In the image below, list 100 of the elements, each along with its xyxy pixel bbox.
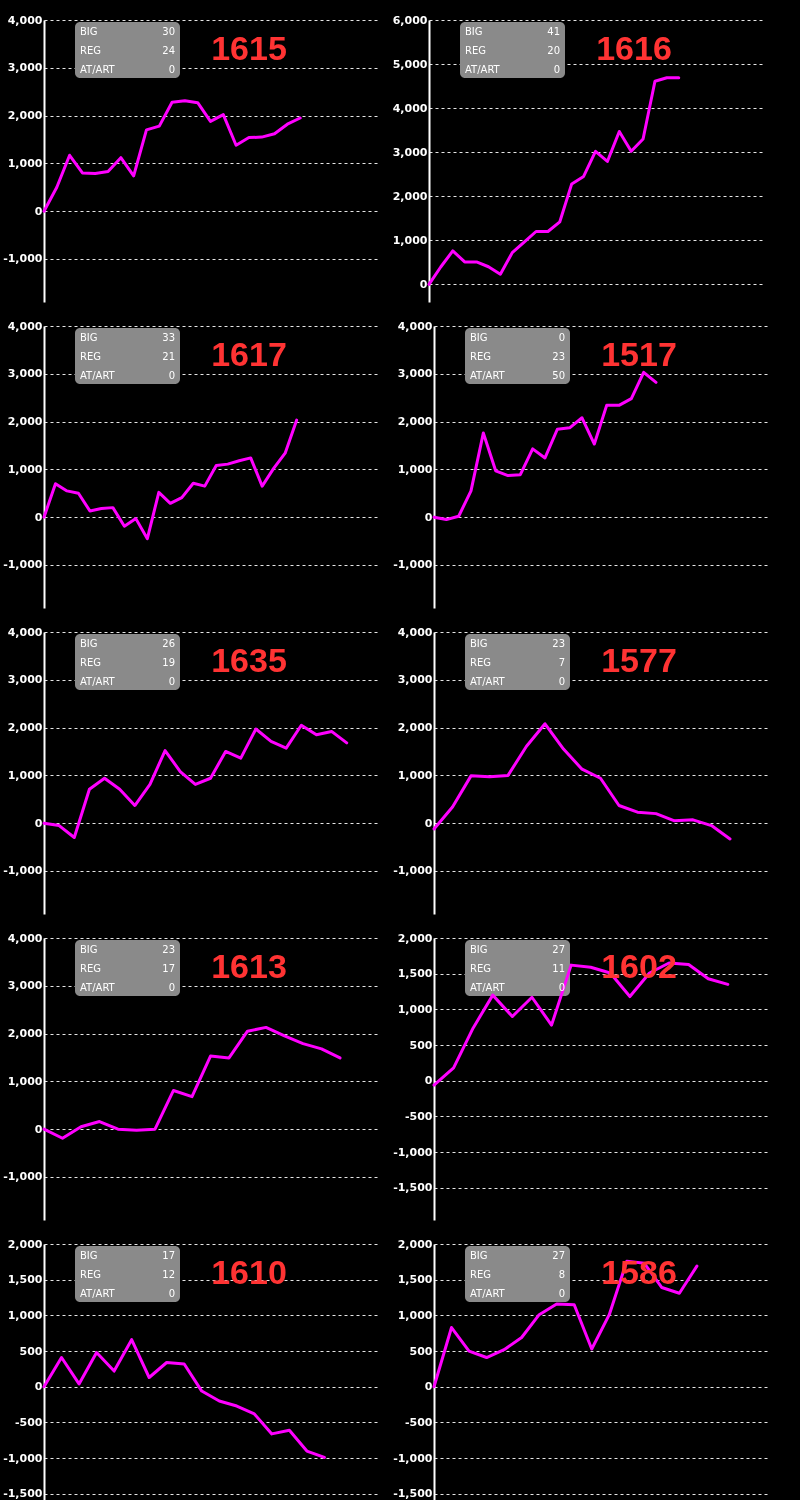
- y-tick-label: 2,000: [7, 1237, 43, 1251]
- annotation: BIG: [470, 944, 488, 955]
- y-tick-label: 2,000: [7, 415, 43, 429]
- annotation: BIG: [80, 944, 98, 955]
- y-tick-label: 4,000: [7, 319, 43, 333]
- y-tick-label: 1,000: [7, 156, 43, 170]
- y-tick-label: 1,500: [397, 1273, 433, 1287]
- y-tick-label: 4,000: [7, 931, 43, 945]
- y-tick-label: 1,000: [392, 233, 428, 247]
- annotation: AT/ART: [465, 64, 501, 75]
- y-tick-label: 2,000: [7, 109, 43, 123]
- y-tick-label: 2,000: [397, 415, 433, 429]
- annotation: 7: [558, 657, 565, 668]
- chart-title: 1635: [211, 641, 287, 679]
- annotation: BIG: [80, 638, 98, 649]
- y-tick-label: -1,000: [3, 558, 43, 572]
- annotation: AT/ART: [470, 982, 506, 993]
- y-tick-label: 500: [409, 1038, 433, 1052]
- y-tick-label: 2,000: [7, 1027, 43, 1041]
- y-tick-label: -1,500: [393, 1487, 433, 1500]
- y-tick-label: 3,000: [7, 979, 43, 993]
- y-tick-label: 2,000: [7, 721, 43, 735]
- annotation: 0: [558, 676, 565, 687]
- line-series: [42, 99, 302, 213]
- annotation: BIG: [470, 1250, 488, 1261]
- y-tick-label: -1,000: [3, 1170, 43, 1184]
- annotation: AT/ART: [80, 1288, 116, 1299]
- annotation: 26: [162, 638, 175, 649]
- chart-title: 1617: [211, 335, 287, 373]
- y-tick-label: 4,000: [397, 625, 433, 639]
- chart-title: 1517: [601, 335, 677, 373]
- y-tick-label: 0: [424, 1380, 433, 1394]
- y-tick-label: 1,000: [7, 768, 43, 782]
- chart-title: 1613: [211, 947, 287, 985]
- annotation: 17: [162, 963, 175, 974]
- y-tick-label: 3,000: [7, 367, 43, 381]
- annotation: 11: [552, 963, 565, 974]
- annotation: BIG: [80, 1250, 98, 1261]
- annotation: 0: [553, 64, 560, 75]
- line-series: [42, 1338, 326, 1459]
- line-series: [42, 1025, 342, 1140]
- y-tick-label: 1,000: [7, 1308, 43, 1322]
- annotation: 24: [162, 45, 175, 56]
- y-tick-label: -1,000: [3, 1451, 43, 1465]
- annotation: AT/ART: [80, 982, 116, 993]
- y-tick-label: -1,000: [393, 864, 433, 878]
- annotation: 0: [168, 982, 175, 993]
- annotation: 30: [162, 26, 175, 37]
- annotation: REG: [470, 657, 492, 668]
- chart-title: 1615: [211, 29, 287, 67]
- y-tick-label: 0: [34, 816, 43, 830]
- line-series: [427, 76, 681, 286]
- annotation: 19: [162, 657, 175, 668]
- y-tick-label: 3,000: [397, 673, 433, 687]
- y-tick-label: -1,000: [3, 252, 43, 266]
- annotation: BIG: [80, 26, 98, 37]
- y-tick-label: 3,000: [7, 673, 43, 687]
- y-tick-label: -1,000: [393, 558, 433, 572]
- y-tick-label: -1,000: [393, 1451, 433, 1465]
- annotation: 23: [552, 638, 565, 649]
- chart-title: 1616: [596, 29, 672, 67]
- y-tick-label: 0: [34, 204, 43, 218]
- y-tick-label: 4,000: [7, 13, 43, 27]
- line-series: [42, 418, 299, 541]
- y-tick-label: 0: [419, 277, 428, 291]
- annotation: REG: [80, 1269, 102, 1280]
- y-tick-label: 2,000: [392, 189, 428, 203]
- annotation: 0: [558, 1288, 565, 1299]
- annotation: AT/ART: [470, 676, 506, 687]
- y-tick-label: -500: [404, 1109, 433, 1123]
- line-series: [42, 723, 349, 840]
- annotation: 0: [558, 332, 565, 343]
- y-tick-label: -1,500: [393, 1181, 433, 1195]
- annotation: AT/ART: [80, 676, 116, 687]
- y-tick-label: 0: [424, 1074, 433, 1088]
- annotation: BIG: [80, 332, 98, 343]
- y-tick-label: -1,000: [3, 864, 43, 878]
- y-tick-label: 500: [19, 1344, 43, 1358]
- annotation: REG: [465, 45, 487, 56]
- y-tick-label: 1,000: [397, 1308, 433, 1322]
- y-tick-label: 1,500: [7, 1273, 43, 1287]
- y-tick-label: 1,000: [7, 462, 43, 476]
- annotation: 12: [162, 1269, 175, 1280]
- y-tick-label: -500: [404, 1415, 433, 1429]
- y-tick-label: 0: [34, 1122, 43, 1136]
- y-tick-label: 0: [424, 510, 433, 524]
- annotation: 0: [168, 1288, 175, 1299]
- annotation: 0: [558, 982, 565, 993]
- annotation: BIG: [465, 26, 483, 37]
- y-tick-label: 500: [409, 1344, 433, 1358]
- y-tick-label: 0: [34, 1380, 43, 1394]
- y-tick-label: 4,000: [7, 625, 43, 639]
- annotation: AT/ART: [470, 370, 506, 381]
- annotation: REG: [80, 351, 102, 362]
- y-tick-label: 1,500: [397, 967, 433, 981]
- annotation: 0: [168, 676, 175, 687]
- annotation: REG: [470, 963, 492, 974]
- annotation: 0: [168, 64, 175, 75]
- y-tick-label: 4,000: [392, 101, 428, 115]
- y-tick-label: 1,000: [397, 462, 433, 476]
